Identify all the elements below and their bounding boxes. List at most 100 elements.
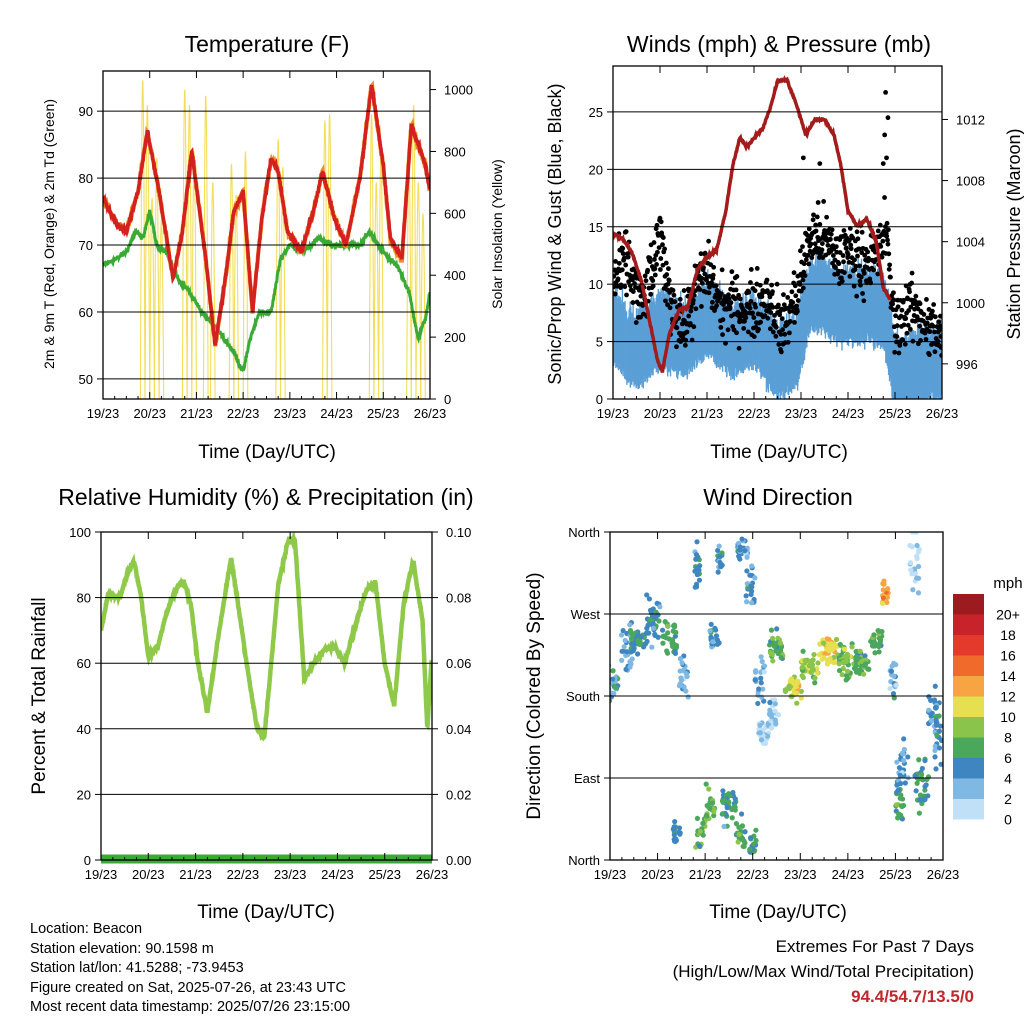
direction-point <box>721 823 727 830</box>
direction-point <box>623 666 629 672</box>
direction-point <box>888 668 895 674</box>
gust-point <box>859 229 865 235</box>
gust-point <box>855 253 860 259</box>
plot-contents <box>613 75 942 399</box>
direction-point <box>644 638 650 645</box>
gust-point <box>636 301 642 307</box>
gust-point <box>752 288 758 294</box>
gust-point <box>767 326 773 332</box>
y2-tick-label: 400 <box>444 268 466 283</box>
gust-point <box>917 323 923 329</box>
direction-point <box>908 567 914 573</box>
gust-point <box>701 265 706 271</box>
x-tick-label: 25/23 <box>879 867 912 882</box>
direction-point <box>753 827 759 833</box>
direction-point <box>613 685 619 691</box>
direction-point <box>917 797 923 803</box>
gust-point <box>660 262 666 268</box>
direction-point <box>610 682 611 684</box>
legend-label: 4 <box>1004 770 1012 786</box>
direction-point <box>836 661 842 667</box>
direction-point <box>833 644 839 650</box>
direction-point <box>885 586 891 592</box>
direction-point <box>627 664 633 670</box>
legend-label: 10 <box>1000 709 1016 725</box>
direction-point <box>891 695 897 701</box>
gust-point <box>800 285 806 291</box>
gust-point <box>764 277 770 283</box>
gust-point <box>729 269 735 275</box>
direction-point <box>693 584 700 590</box>
direction-point <box>837 641 843 648</box>
gust-point <box>812 241 818 247</box>
gust-point <box>614 270 620 276</box>
direction-point <box>657 604 663 610</box>
direction-point <box>761 663 768 669</box>
gust-point <box>855 236 861 242</box>
gust-point <box>805 252 811 258</box>
gust-point <box>907 326 913 332</box>
gust-point <box>878 244 884 249</box>
gust-point <box>937 327 942 332</box>
speed-legend: mph 20+ 18 16 14 12 10 8 6 4 2 0 <box>953 575 1023 827</box>
direction-point <box>717 559 723 566</box>
humidity-title: Relative Humidity (%) & Precipitation (i… <box>58 484 473 510</box>
legend-label: 16 <box>1000 647 1016 663</box>
direction-point <box>743 593 749 599</box>
direction-point <box>926 707 932 713</box>
gust-point <box>936 319 942 325</box>
gust-point <box>901 322 907 328</box>
direction-point <box>739 536 745 542</box>
direction-point <box>726 799 732 805</box>
gust-point <box>909 280 915 286</box>
y-tick-label: 0 <box>596 392 603 407</box>
legend-swatch <box>953 778 984 799</box>
gust-point <box>719 267 725 273</box>
direction-point <box>778 654 784 661</box>
gust-point <box>794 303 799 309</box>
direction-point <box>844 668 851 674</box>
direction-point <box>857 648 863 654</box>
gust-point <box>879 254 885 260</box>
y-tick-label: 5 <box>596 335 603 350</box>
direction-point <box>771 643 777 649</box>
direction-point <box>709 800 716 806</box>
legend-label: 18 <box>1000 627 1016 643</box>
gust-point <box>900 337 906 343</box>
y2-tick-label: 600 <box>444 206 466 221</box>
solar-line <box>415 182 422 399</box>
gust-point <box>923 336 929 342</box>
gust-point <box>757 282 763 288</box>
gust-point <box>817 221 823 227</box>
gust-point <box>688 308 694 314</box>
gust-point <box>733 287 739 293</box>
humidity-line <box>101 532 432 742</box>
y2-tick-label: 1000 <box>956 296 985 311</box>
solar-line <box>191 151 197 399</box>
direction-point <box>712 627 719 633</box>
direction-point <box>880 581 887 587</box>
direction-point <box>880 587 886 593</box>
solar-line <box>144 104 151 399</box>
direction-point <box>931 697 938 703</box>
direction-point <box>761 669 767 675</box>
direction-point <box>736 831 742 838</box>
x-tick-label: 26/23 <box>414 406 447 421</box>
direction-point <box>735 839 741 845</box>
gust-point <box>885 227 891 233</box>
direction-point <box>833 636 840 643</box>
direction-point <box>816 652 822 658</box>
gust-point <box>875 271 881 277</box>
y-tick-label: 60 <box>79 305 93 320</box>
gust-point <box>852 257 857 263</box>
direction-point <box>628 649 634 655</box>
direction-point <box>680 668 686 674</box>
gust-point <box>691 324 697 330</box>
gust-point <box>756 326 761 332</box>
direction-point <box>643 630 649 636</box>
gust-point <box>938 345 942 350</box>
direction-point <box>936 713 942 719</box>
x-tick-label: 21/23 <box>691 406 724 421</box>
direction-point <box>928 697 934 703</box>
direction-point <box>729 815 735 821</box>
